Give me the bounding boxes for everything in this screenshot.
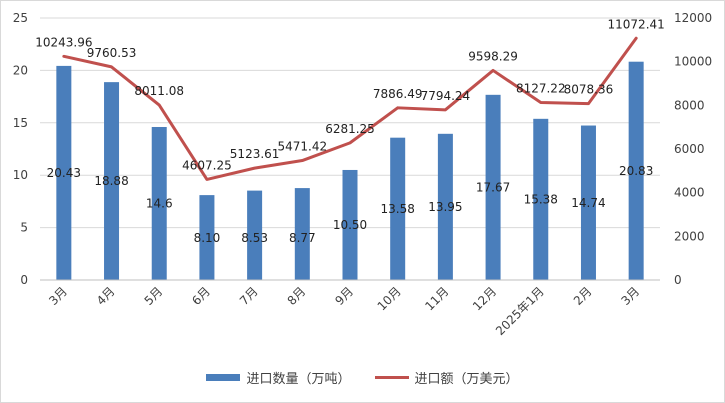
left-axis-tick-label: 5 — [20, 221, 28, 235]
line-data-label: 8011.08 — [134, 84, 184, 98]
bar-data-label: 15.38 — [524, 192, 558, 206]
category-label: 11月 — [422, 284, 451, 313]
category-label: 12月 — [470, 284, 499, 313]
line-data-label: 9760.53 — [87, 46, 137, 60]
bar — [580, 125, 596, 280]
line-data-label: 5123.61 — [230, 147, 280, 161]
bar — [151, 126, 167, 280]
category-label: 3月 — [618, 284, 642, 308]
bar — [104, 82, 120, 280]
bar — [247, 190, 263, 280]
bar-data-label: 20.83 — [619, 164, 653, 178]
right-axis-tick-label: 12000 — [674, 11, 712, 25]
bar — [342, 169, 358, 280]
left-axis-tick-label: 0 — [20, 273, 28, 287]
bar-data-label: 14.6 — [146, 196, 173, 210]
category-label: 7月 — [237, 284, 261, 308]
right-axis-tick-label: 10000 — [674, 55, 712, 69]
category-label: 8月 — [285, 284, 309, 308]
bar-data-label: 10.50 — [333, 218, 367, 232]
bar-data-label: 8.53 — [241, 231, 268, 245]
value-line — [62, 36, 638, 181]
left-axis-tick-label: 20 — [13, 63, 28, 77]
bar — [390, 137, 406, 280]
legend-item-value: 进口额（万美元） — [374, 368, 519, 387]
legend: 进口数量（万吨） 进口额（万美元） — [0, 366, 725, 388]
bar — [485, 94, 501, 281]
line-data-label: 7794.24 — [421, 89, 471, 103]
bar — [628, 61, 644, 280]
left-axis-tick-label: 10 — [13, 168, 28, 182]
right-axis-tick-label: 4000 — [674, 186, 705, 200]
line-data-label: 11072.41 — [608, 17, 665, 31]
bar-data-label: 8.77 — [289, 231, 316, 245]
right-axis-tick-label: 0 — [674, 273, 682, 287]
category-label: 6月 — [189, 284, 213, 308]
bar-data-label: 13.95 — [428, 200, 462, 214]
bar-data-label: 17.67 — [476, 180, 510, 194]
bar — [56, 65, 72, 280]
category-label: 10月 — [375, 284, 404, 313]
line-data-label: 8127.22 — [516, 82, 566, 96]
left-axis-tick-label: 15 — [13, 116, 28, 130]
bar — [437, 133, 453, 280]
category-label: 3月 — [46, 284, 70, 308]
line-data-label: 6281.25 — [325, 122, 375, 136]
right-axis-tick-label: 6000 — [674, 142, 705, 156]
legend-swatch-line — [374, 375, 409, 379]
right-axis-tick-label: 8000 — [674, 98, 705, 112]
line-data-label: 7886.49 — [373, 87, 423, 101]
category-label: 2025年1月 — [493, 284, 547, 338]
legend-item-quantity: 进口数量（万吨） — [206, 368, 351, 387]
line-data-label: 9598.29 — [468, 49, 518, 63]
bar-data-label: 18.88 — [94, 174, 128, 188]
bar-data-label: 14.74 — [571, 196, 605, 210]
bar-data-label: 8.10 — [194, 231, 221, 245]
category-label: 4月 — [94, 284, 118, 308]
legend-label-value: 进口额（万美元） — [414, 371, 519, 387]
line-data-label: 10243.96 — [35, 35, 92, 49]
bar-data-label: 20.43 — [47, 166, 81, 180]
bar — [533, 118, 549, 280]
right-axis-tick-label: 2000 — [674, 229, 705, 243]
category-label: 9月 — [332, 284, 356, 308]
line-data-label: 4607.25 — [182, 158, 232, 172]
category-label: 2月 — [571, 284, 595, 308]
category-label: 5月 — [142, 284, 166, 308]
legend-label-quantity: 进口数量（万吨） — [246, 371, 351, 387]
bar-data-label: 13.58 — [381, 202, 415, 216]
line-data-label: 8078.36 — [564, 83, 614, 97]
bar — [294, 188, 310, 280]
legend-swatch-bar — [206, 373, 241, 381]
bar — [199, 195, 215, 280]
left-axis-tick-label: 25 — [13, 11, 28, 25]
line-data-label: 5471.42 — [277, 140, 327, 154]
